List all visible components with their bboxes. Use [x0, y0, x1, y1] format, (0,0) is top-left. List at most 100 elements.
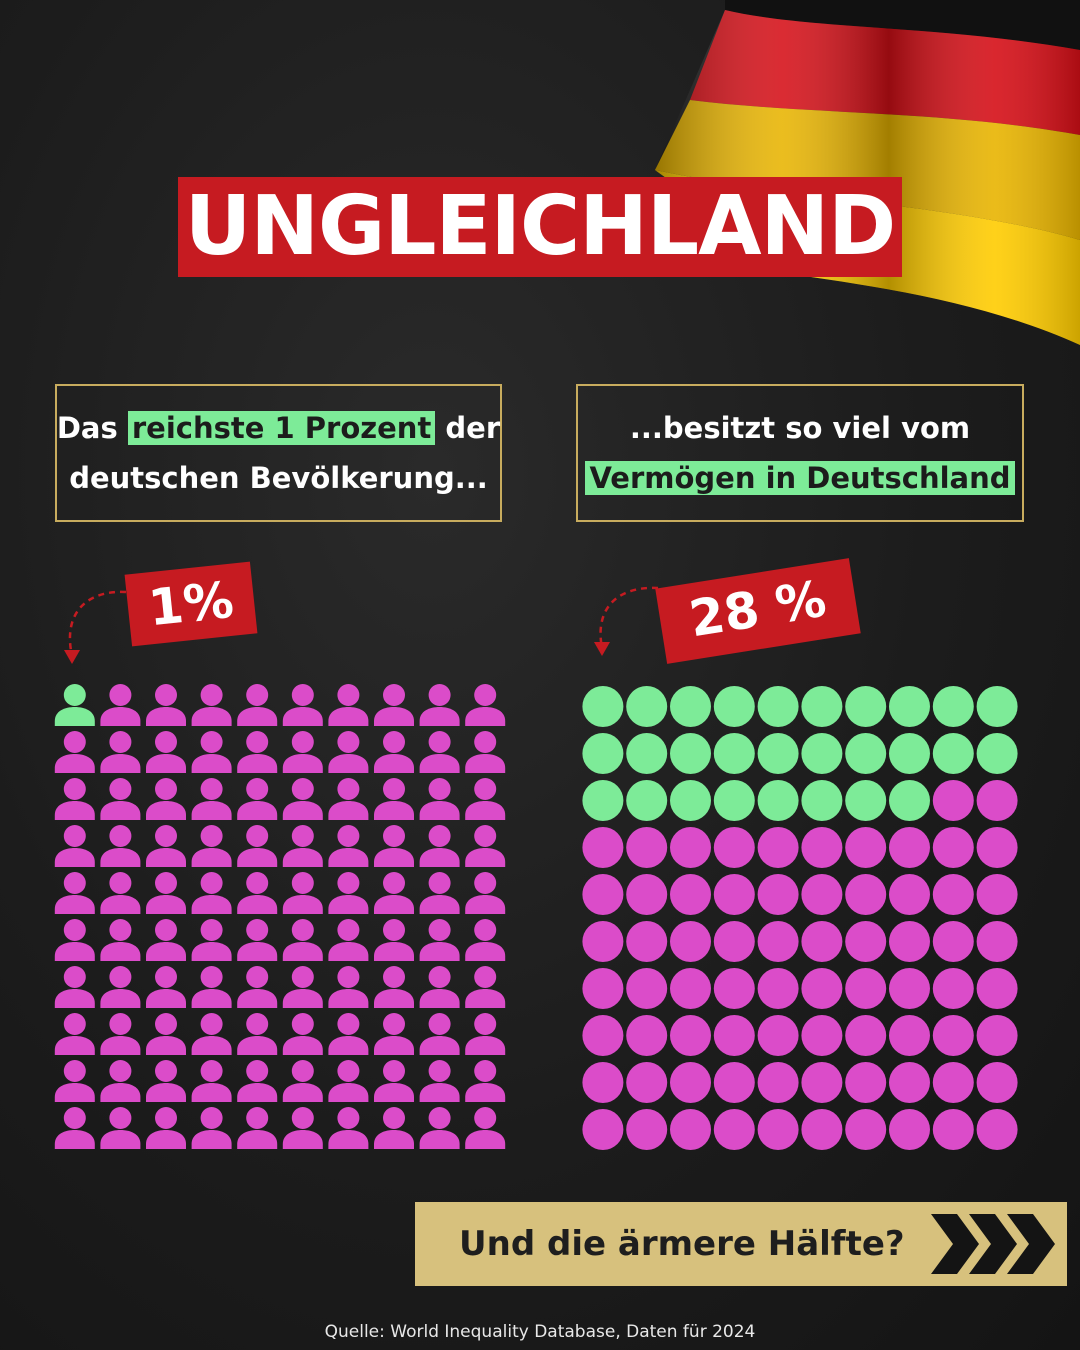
wealth-dot — [713, 921, 755, 962]
person-icon — [282, 1060, 323, 1102]
wealth-dot-highlighted — [976, 686, 1018, 727]
wealth-dot — [670, 874, 711, 915]
person-icon — [54, 966, 95, 1008]
wealth-dot — [976, 1062, 1018, 1103]
wealth-dot — [757, 968, 799, 1009]
wealth-dot — [889, 1015, 930, 1056]
german-flag — [655, 0, 1080, 345]
person-icon — [100, 1107, 141, 1149]
person-icon — [328, 966, 369, 1008]
wealth-dot — [626, 1015, 668, 1056]
person-icon — [465, 1060, 506, 1102]
person-icon — [328, 1107, 369, 1149]
wealth-dot-highlighted — [889, 733, 930, 774]
wealth-dot — [845, 1062, 887, 1103]
person-icon — [54, 731, 95, 773]
person-icon — [237, 731, 278, 773]
wealth-dot-highlighted — [932, 686, 974, 727]
wealth-dot-highlighted — [626, 686, 668, 727]
statement-text: Das — [56, 411, 118, 445]
wealth-dot-highlighted — [582, 686, 624, 727]
wealth-dot — [976, 921, 1018, 962]
wealth-dot-highlighted — [757, 780, 799, 821]
person-icon — [146, 872, 186, 914]
wealth-dot — [757, 1062, 799, 1103]
wealth-dot — [626, 827, 668, 868]
person-icon — [282, 684, 323, 726]
person-icon — [465, 684, 506, 726]
wealth-dot — [626, 1109, 668, 1150]
person-icon — [328, 825, 369, 867]
wealth-dot — [845, 1109, 887, 1150]
person-icon — [419, 872, 460, 914]
person-icon — [191, 1013, 232, 1055]
statement-box-left: Das reichste 1 Prozent der deutschen Bev… — [55, 384, 502, 522]
wealth-dot-highlighted — [889, 686, 930, 727]
wealth-dot — [626, 1062, 668, 1103]
person-icon — [419, 778, 460, 820]
person-icon — [328, 731, 369, 773]
wealth-dot — [582, 874, 624, 915]
wealth-dot-highlighted — [889, 780, 930, 821]
wealth-dot-highlighted — [670, 780, 711, 821]
person-icon — [237, 684, 278, 726]
person-icon — [282, 919, 323, 961]
person-icon — [100, 966, 141, 1008]
wealth-dot — [976, 1109, 1018, 1150]
person-icon — [374, 684, 414, 726]
wealth-dot-highlighted — [713, 733, 755, 774]
person-icon — [54, 778, 95, 820]
wealth-dot — [801, 968, 843, 1009]
wealth-dot — [976, 827, 1018, 868]
wealth-dot-highlighted — [801, 780, 843, 821]
person-icon — [191, 778, 232, 820]
person-icon — [328, 684, 369, 726]
person-icon — [54, 1107, 95, 1149]
wealth-dot — [801, 1109, 843, 1150]
wealth-dot-highlighted — [845, 686, 887, 727]
person-icon — [146, 1060, 186, 1102]
person-icon — [374, 1060, 414, 1102]
person-icon — [419, 1060, 460, 1102]
person-icon — [54, 872, 95, 914]
wealth-dot — [670, 1109, 711, 1150]
person-icon — [465, 778, 506, 820]
wealth-dot — [670, 1062, 711, 1103]
person-icon — [419, 1107, 460, 1149]
wealth-dot — [932, 827, 974, 868]
wealth-dot-highlighted — [713, 780, 755, 821]
wealth-dot — [582, 968, 624, 1009]
wealth-dot — [626, 968, 668, 1009]
person-icon — [419, 825, 460, 867]
next-slide-banner[interactable]: Und die ärmere Hälfte? — [415, 1202, 1067, 1286]
wealth-dot — [757, 874, 799, 915]
person-icon — [282, 825, 323, 867]
wealth-dot — [889, 874, 930, 915]
person-icon — [282, 966, 323, 1008]
person-icon — [465, 872, 506, 914]
person-icon — [146, 778, 186, 820]
wealth-dot — [889, 968, 930, 1009]
statement-line-2: deutschen Bevölkerung... — [69, 461, 488, 495]
dashed-arrow-icon — [64, 590, 127, 664]
page-title: UNGLEICHLAND — [178, 177, 902, 277]
person-icon — [419, 1013, 460, 1055]
wealth-dot-highlighted — [801, 733, 843, 774]
wealth-dot — [582, 921, 624, 962]
wealth-dot — [757, 1109, 799, 1150]
statement-line-1: Das reichste 1 Prozent der — [57, 403, 500, 453]
person-icon — [419, 684, 460, 726]
person-icon-highlighted — [54, 684, 95, 726]
person-icon — [191, 1060, 232, 1102]
person-icon — [100, 825, 141, 867]
wealth-dot-highlighted — [845, 733, 887, 774]
person-icon — [374, 1013, 414, 1055]
wealth-dot — [932, 780, 974, 821]
population-waffle-chart — [54, 684, 506, 1149]
wealth-dot — [582, 1109, 624, 1150]
wealth-dot — [713, 968, 755, 1009]
statement-box-right: ...besitzt so viel vom Vermögen in Deuts… — [576, 384, 1024, 522]
wealth-dot-highlighted — [626, 733, 668, 774]
wealth-dot-highlighted — [757, 686, 799, 727]
person-icon — [328, 872, 369, 914]
